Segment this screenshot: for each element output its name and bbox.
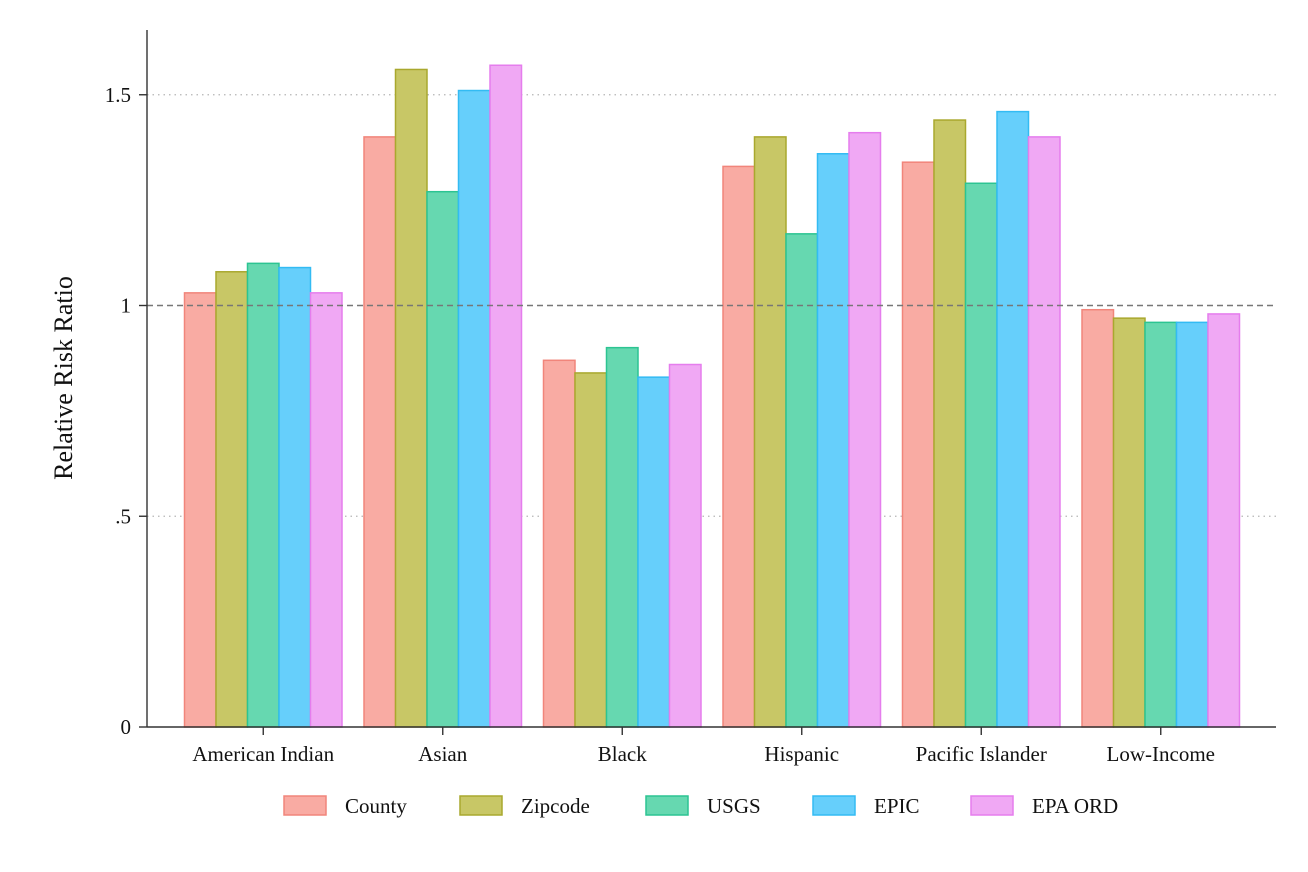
x-tick-labels: American Indian Asian Black Hispanic Pacific… <box>192 742 1215 766</box>
y-tick-label: 1.5 <box>105 83 131 107</box>
bar <box>996 110 1030 728</box>
bar <box>1027 136 1061 728</box>
bar <box>246 262 280 728</box>
bar <box>542 359 576 728</box>
legend-swatch <box>283 795 327 816</box>
legend-label: EPA ORD <box>1032 794 1118 818</box>
x-tick-label: Black <box>598 742 647 766</box>
legend-swatch <box>459 795 503 816</box>
bar <box>785 233 819 728</box>
bar <box>1207 313 1241 728</box>
legend-label: County <box>345 794 407 818</box>
bar <box>722 165 756 728</box>
bar <box>489 64 523 728</box>
legend-label: Zipcode <box>521 794 590 818</box>
bar <box>1112 317 1146 728</box>
x-tick-label: American Indian <box>192 742 334 766</box>
bar <box>183 292 217 728</box>
bar <box>215 271 249 728</box>
bar <box>426 190 460 728</box>
legend-swatch <box>645 795 689 816</box>
bar <box>901 161 935 728</box>
bar <box>1144 321 1178 728</box>
bar <box>848 131 882 728</box>
bar <box>1175 321 1209 728</box>
bar <box>457 89 491 728</box>
y-axis-label: Relative Risk Ratio <box>49 276 78 480</box>
bar <box>964 182 998 728</box>
bar <box>637 376 671 728</box>
x-tick-label: Pacific Islander <box>916 742 1047 766</box>
y-tick-label: 1 <box>121 294 132 318</box>
legend: County Zipcode USGS EPIC EPA ORD <box>283 794 1118 818</box>
legend-swatch <box>812 795 856 816</box>
bar <box>1081 308 1115 728</box>
bar <box>309 292 343 728</box>
y-tick-label: 0 <box>121 715 132 739</box>
bar <box>574 372 608 728</box>
legend-label: USGS <box>707 794 761 818</box>
legend-swatch <box>970 795 1014 816</box>
y-tick-label: .5 <box>115 504 131 528</box>
bar <box>363 136 397 728</box>
bar <box>933 119 967 728</box>
bar <box>668 363 702 728</box>
bar <box>605 346 639 728</box>
x-tick-label: Low-Income <box>1107 742 1215 766</box>
bar <box>753 136 787 728</box>
bars <box>183 64 1241 728</box>
x-tick-label: Asian <box>418 742 467 766</box>
bar <box>816 153 850 728</box>
axes <box>139 30 1276 735</box>
bar <box>278 266 312 728</box>
bar <box>394 68 428 728</box>
y-tick-labels: 0 .5 1 1.5 <box>105 83 131 739</box>
legend-label: EPIC <box>874 794 920 818</box>
x-tick-label: Hispanic <box>764 742 839 766</box>
